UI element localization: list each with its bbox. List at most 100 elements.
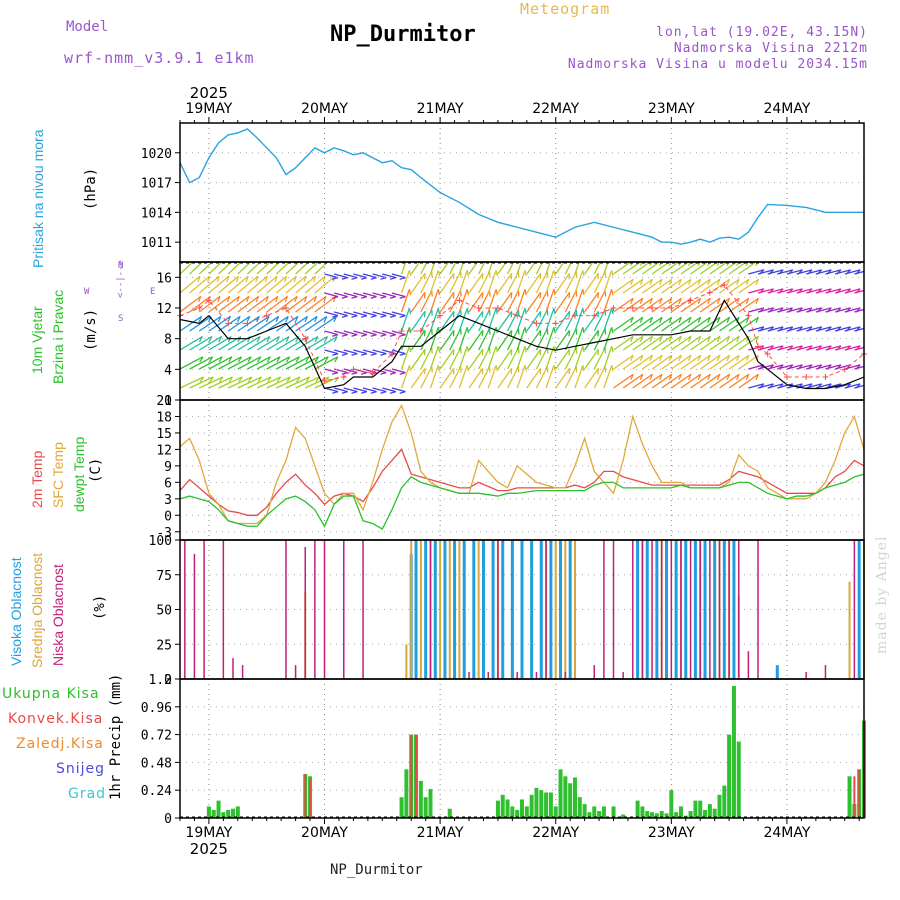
wind-barb <box>593 328 606 351</box>
wind-barb <box>642 354 663 370</box>
wind-barb-tick <box>745 262 749 266</box>
wind-barb-tick <box>296 376 301 383</box>
legend-frozen: Zaledj.Kisa <box>16 736 104 752</box>
wind-barb <box>478 262 486 275</box>
wind-barb <box>690 335 711 351</box>
wind-barb-tick <box>333 336 338 343</box>
wind-barb <box>353 387 368 393</box>
precip-total-bar <box>727 734 732 818</box>
wind-barb <box>777 288 793 294</box>
wind-barb-tick <box>228 376 234 383</box>
x-day-label-top: 23MAY <box>648 101 695 117</box>
wind-barb <box>661 373 682 389</box>
precip-total-bar <box>399 797 404 818</box>
cloud-high-bar <box>722 540 726 679</box>
wind-barb <box>661 278 682 294</box>
y-tick-label: 25 <box>156 638 172 653</box>
legend-total: Ukupna Kisa <box>2 686 100 702</box>
cloud-mid-bar <box>848 581 851 679</box>
wind-barb-tick <box>294 296 298 303</box>
wind-barb-tick <box>582 308 585 315</box>
wind-gust-point <box>841 366 848 373</box>
wind-barb <box>266 376 291 389</box>
wind-barb <box>343 292 358 298</box>
precip-total-bar <box>707 804 712 818</box>
wind-barb <box>247 376 272 389</box>
wind-barb <box>526 262 537 275</box>
wind-barb-tick <box>524 365 527 372</box>
wind-barb <box>449 271 462 294</box>
cloud-low-bar <box>757 540 759 679</box>
wind-barb-tick <box>360 333 368 337</box>
y-tick-label: 18 <box>156 410 172 425</box>
wind-barb-tick <box>323 296 327 303</box>
y-tick-label: 100 <box>149 534 172 549</box>
y-tick-label: 1011 <box>141 236 172 251</box>
wind-barb-tick <box>649 262 653 266</box>
precip-total-bar <box>693 800 698 818</box>
wind-barb <box>574 346 584 370</box>
wind-barb <box>526 329 542 351</box>
wind-barb <box>439 348 455 370</box>
wind-barb-tick <box>351 371 358 375</box>
wind-barb <box>333 292 348 298</box>
wind-barb-tick <box>370 390 377 394</box>
wind-barb <box>690 354 711 370</box>
wind-barb-tick <box>341 295 348 299</box>
precip-total-bar <box>423 797 428 818</box>
wind-barb <box>198 295 221 313</box>
wind-barb-tick <box>716 354 721 361</box>
wind-barb <box>825 383 842 389</box>
wind-barb <box>256 295 279 313</box>
wind-barb <box>218 356 242 370</box>
precip-total-bar <box>847 776 852 818</box>
cloud-high-bar <box>539 540 543 679</box>
wind-gust-point <box>302 335 309 342</box>
cloud-low-bar <box>304 546 306 679</box>
wind-barb <box>343 311 358 317</box>
wind-barb <box>670 335 692 351</box>
wind-barb-tick <box>639 297 644 304</box>
wind-barb <box>295 336 319 351</box>
wind-barb <box>535 347 548 370</box>
wind-barb <box>834 269 851 275</box>
pressure-series-line <box>179 128 864 245</box>
cloud-high-bar <box>481 540 485 679</box>
wind-barb <box>545 308 555 332</box>
wind-barb <box>266 315 289 332</box>
wind-barb <box>690 373 711 389</box>
wind-barb-tick <box>198 316 203 323</box>
wind-barb <box>844 326 861 332</box>
wind-barb <box>497 329 513 351</box>
wind-barb-tick <box>726 316 731 323</box>
legend-grad: Grad <box>68 786 107 802</box>
wind-barb-tick <box>197 276 201 283</box>
wind-barb-tick <box>295 356 300 363</box>
wind-barb <box>343 330 358 336</box>
precip-total-bar <box>568 783 573 818</box>
wind-barb <box>699 278 721 294</box>
wind-barb <box>642 373 663 389</box>
wind-barb-tick <box>736 262 740 266</box>
wind-barb <box>690 297 711 313</box>
wind-barb <box>266 356 290 370</box>
wind-barb <box>314 336 338 351</box>
wind-barb <box>748 383 765 389</box>
wind-barb <box>439 367 455 389</box>
wind-barb <box>806 288 822 294</box>
wind-barb-tick <box>303 296 308 303</box>
wind-barb-tick <box>408 270 412 277</box>
wind-barb <box>439 272 455 294</box>
wind-barb <box>275 262 291 275</box>
wind-barb <box>564 271 577 294</box>
cloud-mid-bar <box>458 540 461 679</box>
x-day-label-top: 24MAY <box>763 101 810 117</box>
cloud-high-bar <box>453 540 457 679</box>
cloud-mid-bar <box>448 540 451 679</box>
wind-barb <box>757 288 774 294</box>
wind-barb <box>603 327 613 351</box>
wind-barb <box>651 354 673 370</box>
wind-barb <box>410 291 426 313</box>
wind-barb <box>690 278 711 294</box>
wind-barb <box>854 327 864 332</box>
